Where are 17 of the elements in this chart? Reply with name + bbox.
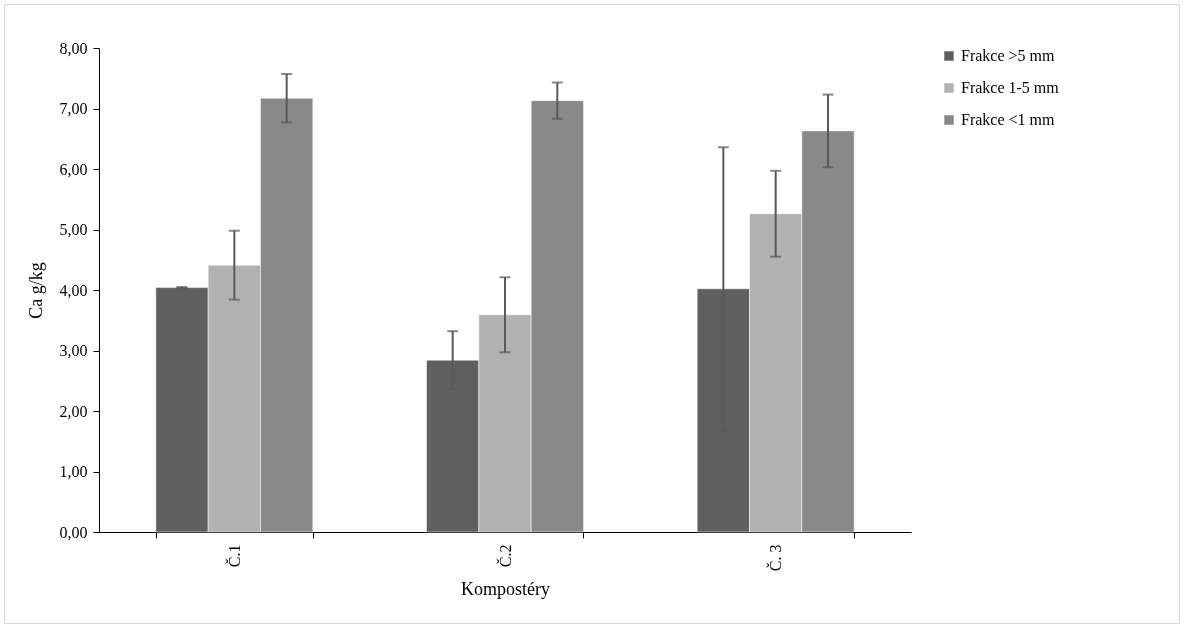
y-axis-title: Ca g/kg — [25, 262, 46, 319]
y-tick-label: 2,00 — [59, 402, 88, 420]
y-tick-label: 3,00 — [59, 342, 88, 359]
y-tick-label: 7,00 — [59, 100, 88, 117]
legend-label: Frakce 1-5 mm — [961, 79, 1060, 96]
x-tick-label: Č.1 — [224, 544, 243, 568]
x-tick-label: Č. 3 — [766, 544, 785, 572]
y-tick-label: 0,00 — [59, 523, 88, 541]
x-tick-label: Č.2 — [495, 544, 514, 568]
y-tick-label: 1,00 — [59, 463, 88, 480]
y-tick-label: 8,00 — [59, 39, 88, 57]
y-tick-label: 5,00 — [59, 221, 88, 238]
legend-label: Frakce <1 mm — [961, 111, 1055, 128]
legend-label: Frakce >5 mm — [961, 47, 1055, 64]
y-tick-label: 6,00 — [59, 160, 88, 178]
x-axis-title: Kompostéry — [461, 579, 550, 600]
y-tick-label: 4,00 — [59, 281, 88, 299]
